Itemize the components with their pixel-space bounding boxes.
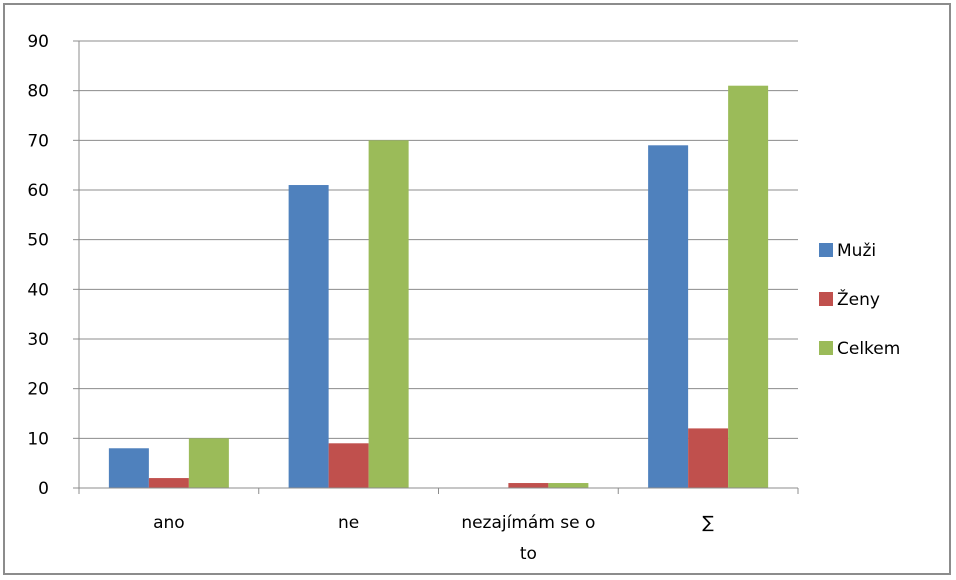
y-tick-label: 10	[27, 429, 49, 449]
bar-ženy	[328, 443, 369, 488]
x-category-label: nezajímám se o	[461, 513, 595, 533]
legend-label: Ženy	[837, 288, 880, 310]
bar-celkem	[368, 140, 409, 489]
legend: Muži Ženy Celkem	[819, 241, 900, 359]
y-tick-label: 80	[27, 82, 49, 102]
bar-celkem	[188, 438, 229, 488]
x-category-label: ne	[338, 513, 359, 533]
legend-label: Muži	[837, 241, 876, 261]
bars	[108, 85, 769, 489]
bar-ženy	[688, 428, 729, 488]
y-tick-label: 40	[27, 280, 49, 300]
y-tick-label: 90	[27, 32, 49, 52]
x-category-label: ∑	[702, 513, 714, 533]
x-category-label: ano	[153, 513, 185, 533]
x-category-label: to	[520, 544, 537, 564]
bar-ženy	[148, 478, 189, 488]
bar-muži	[108, 448, 149, 488]
axes	[73, 40, 799, 494]
y-tick-label: 20	[27, 380, 49, 400]
bar-celkem	[728, 85, 769, 488]
gridlines	[79, 40, 798, 439]
legend-swatch	[819, 292, 833, 306]
y-tick-label: 60	[27, 181, 49, 201]
bar-celkem	[548, 483, 589, 488]
legend-label: Celkem	[837, 339, 900, 359]
legend-swatch	[819, 341, 833, 355]
y-tick-label: 70	[27, 131, 49, 151]
y-tick-labels: 0 10 20 30 40 50 60 70 80 90	[27, 32, 49, 499]
bar-ženy	[508, 483, 549, 488]
y-tick-label: 30	[27, 330, 49, 350]
legend-swatch	[819, 243, 833, 257]
y-tick-label: 0	[38, 479, 49, 499]
y-tick-label: 50	[27, 231, 49, 251]
bar-muži	[288, 185, 329, 489]
x-category-labels: ano ne nezajímám se o to ∑	[153, 513, 714, 564]
bar-muži	[648, 145, 689, 489]
